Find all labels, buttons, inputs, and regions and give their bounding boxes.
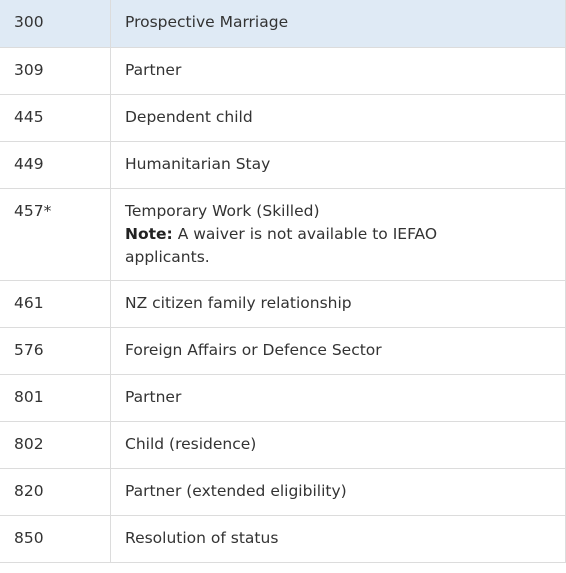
description-cell: NZ citizen family relationship xyxy=(110,279,566,328)
description-cell: Partner xyxy=(110,373,566,422)
description-block: Prospective Marriage xyxy=(125,0,551,45)
description-block: Child (residence) xyxy=(125,422,551,467)
table-row: 850 Resolution of status xyxy=(0,514,566,563)
table-row: 445 Dependent child xyxy=(0,93,566,142)
visa-code: 309 xyxy=(14,60,44,79)
description-cell: Resolution of status xyxy=(110,514,566,563)
description-cell: Partner xyxy=(110,46,566,95)
code-cell: 457* xyxy=(0,187,111,281)
visa-code: 461 xyxy=(14,293,44,312)
code-cell: 576 xyxy=(0,326,111,375)
visa-code: 300 xyxy=(14,13,44,31)
visa-description: NZ citizen family relationship xyxy=(125,293,352,312)
code-cell: 850 xyxy=(0,514,111,563)
description-block: Resolution of status xyxy=(125,516,551,561)
description-cell: Humanitarian Stay xyxy=(110,140,566,189)
table-row: 309 Partner xyxy=(0,46,566,95)
note: Note: A waiver is not available to IEFAO… xyxy=(125,223,475,269)
table-row: 461 NZ citizen family relationship xyxy=(0,279,566,328)
description-block: Temporary Work (Skilled) Note: A waiver i… xyxy=(125,189,551,280)
table-row: 449 Humanitarian Stay xyxy=(0,140,566,189)
visa-description: Temporary Work (Skilled) xyxy=(125,201,320,220)
description-block: Partner xyxy=(125,375,551,420)
description-block: Foreign Affairs or Defence Sector xyxy=(125,328,551,373)
description-block: Partner xyxy=(125,48,551,93)
visa-code: 457* xyxy=(14,201,52,220)
code-cell: 820 xyxy=(0,467,111,516)
code-cell: 801 xyxy=(0,373,111,422)
visa-description: Partner (extended eligibility) xyxy=(125,481,347,500)
description-block: Dependent child xyxy=(125,95,551,140)
visa-code: 850 xyxy=(14,528,44,547)
visa-code: 449 xyxy=(14,154,44,173)
code-cell: 309 xyxy=(0,46,111,95)
table-row: 300 Prospective Marriage xyxy=(0,0,566,48)
visa-code: 802 xyxy=(14,434,44,453)
description-cell: Foreign Affairs or Defence Sector xyxy=(110,326,566,375)
visa-code: 576 xyxy=(14,340,44,359)
code-cell: 445 xyxy=(0,93,111,142)
description-block: Partner (extended eligibility) xyxy=(125,469,551,514)
visa-code: 820 xyxy=(14,481,44,500)
visa-description: Dependent child xyxy=(125,107,253,126)
code-cell: 802 xyxy=(0,420,111,469)
note-label: Note: xyxy=(125,224,173,243)
note-text: A waiver is not available to IEFAO appli… xyxy=(125,224,438,266)
description-cell: Prospective Marriage xyxy=(110,0,566,48)
visa-code: 445 xyxy=(14,107,44,126)
description-cell: Child (residence) xyxy=(110,420,566,469)
description-block: Humanitarian Stay xyxy=(125,142,551,187)
visa-description: Child (residence) xyxy=(125,434,257,453)
table-row: 820 Partner (extended eligibility) xyxy=(0,467,566,516)
table-row: 802 Child (residence) xyxy=(0,420,566,469)
description-cell: Partner (extended eligibility) xyxy=(110,467,566,516)
table-row: 576 Foreign Affairs or Defence Sector xyxy=(0,326,566,375)
code-cell: 449 xyxy=(0,140,111,189)
table-row: 457* Temporary Work (Skilled) Note: A waiv… xyxy=(0,187,566,281)
visa-description: Resolution of status xyxy=(125,528,279,547)
visa-code: 801 xyxy=(14,387,44,406)
code-cell: 461 xyxy=(0,279,111,328)
visa-description: Partner xyxy=(125,60,182,79)
visa-description: Foreign Affairs or Defence Sector xyxy=(125,340,382,359)
description-block: NZ citizen family relationship xyxy=(125,281,551,326)
visa-description: Humanitarian Stay xyxy=(125,154,271,173)
visa-description: Partner xyxy=(125,387,182,406)
description-cell: Dependent child xyxy=(110,93,566,142)
table-row: 801 Partner xyxy=(0,373,566,422)
visa-description: Prospective Marriage xyxy=(125,13,289,31)
code-cell: 300 xyxy=(0,0,111,48)
description-cell: Temporary Work (Skilled) Note: A waiver i… xyxy=(110,187,566,281)
